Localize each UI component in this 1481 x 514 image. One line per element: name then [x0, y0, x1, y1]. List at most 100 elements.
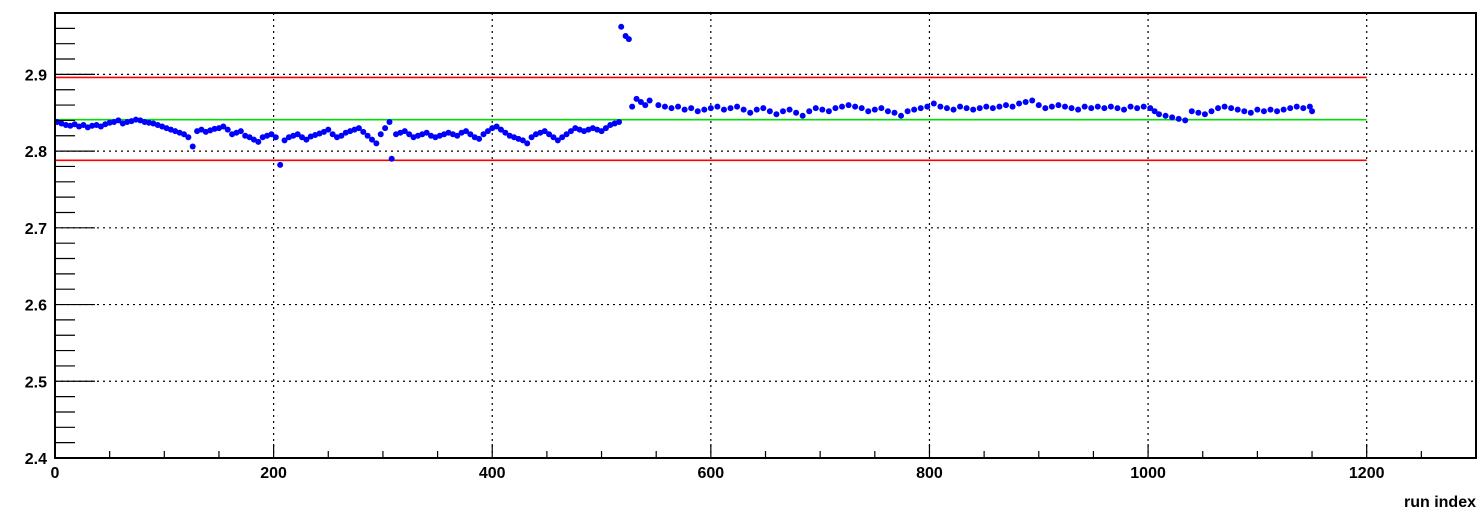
y-tick-label: 2.9 — [25, 67, 47, 84]
data-point — [1134, 105, 1141, 112]
data-point — [625, 36, 632, 43]
data-point — [884, 108, 891, 115]
data-point — [1151, 108, 1158, 115]
data-point — [1002, 102, 1009, 109]
x-tick-label: 800 — [916, 465, 943, 482]
data-point — [1121, 106, 1128, 113]
data-point — [329, 131, 336, 138]
x-tick-label: 0 — [51, 465, 60, 482]
data-point — [753, 106, 760, 113]
data-point — [1241, 108, 1248, 115]
data-point — [1022, 99, 1029, 105]
data-point — [904, 108, 911, 115]
y-tick-label: 2.4 — [25, 451, 47, 468]
data-point — [563, 131, 570, 138]
x-axis-ticks — [54, 444, 1477, 458]
data-point — [1234, 106, 1241, 113]
data-point — [1169, 114, 1176, 121]
data-point — [1088, 105, 1095, 112]
data-point — [224, 126, 231, 133]
data-point — [546, 131, 553, 138]
data-point — [832, 105, 839, 112]
data-point — [115, 117, 122, 124]
data-point — [360, 128, 367, 135]
data-point — [1107, 103, 1114, 110]
data-point — [629, 103, 636, 110]
reference-lines — [55, 76, 1367, 162]
data-point — [1029, 97, 1036, 104]
data-point — [484, 128, 491, 135]
data-point — [773, 111, 780, 118]
data-point — [655, 102, 662, 109]
data-point — [1182, 117, 1189, 124]
data-point — [467, 131, 474, 138]
data-point — [681, 106, 688, 113]
data-point — [668, 105, 675, 112]
data-point — [793, 109, 800, 116]
data-point — [1101, 105, 1108, 112]
data-point — [937, 103, 944, 110]
data-point — [598, 128, 605, 135]
data-point — [268, 131, 275, 138]
x-axis-title: run index — [1404, 494, 1476, 511]
data-point — [1215, 105, 1222, 112]
x-tick-label: 1000 — [1130, 465, 1166, 482]
data-point — [957, 103, 964, 110]
data-point — [255, 138, 262, 145]
data-point — [1042, 105, 1049, 112]
x-tick-label: 400 — [479, 465, 506, 482]
data-point — [462, 128, 469, 135]
data-point — [878, 105, 885, 112]
data-point — [637, 99, 644, 105]
data-point — [1195, 109, 1202, 116]
plot-frame — [54, 12, 1477, 459]
data-point — [406, 131, 413, 138]
data-point — [388, 155, 395, 162]
y-axis-tick-labels: 2.4 2.5 2.6 2.7 2.8 2.9 — [25, 67, 47, 468]
data-point — [559, 134, 566, 141]
y-tick-label: 2.6 — [25, 298, 47, 315]
data-point — [373, 140, 380, 147]
data-point — [377, 131, 384, 138]
data-point — [1247, 109, 1254, 116]
data-point — [1140, 103, 1147, 110]
data-point — [734, 103, 741, 110]
data-point — [368, 136, 375, 143]
data-point — [364, 132, 371, 139]
data-point — [806, 108, 813, 115]
data-point — [661, 103, 668, 110]
data-point — [989, 105, 996, 112]
data-point — [1048, 103, 1055, 110]
data-point — [865, 108, 872, 115]
data-point — [386, 118, 393, 125]
data-point — [633, 95, 640, 102]
data-point — [642, 102, 649, 109]
data-point — [567, 128, 574, 135]
data-point — [237, 128, 244, 135]
data-point — [1127, 103, 1134, 110]
data-point — [1280, 106, 1287, 113]
data-point — [1175, 115, 1182, 122]
data-point — [858, 105, 865, 112]
y-tick-label: 2.7 — [25, 221, 47, 238]
data-point — [1300, 105, 1307, 112]
data-point — [524, 140, 531, 147]
data-point — [220, 123, 227, 130]
data-point — [917, 105, 924, 112]
data-point — [502, 129, 509, 136]
data-point — [1068, 105, 1075, 112]
data-points — [54, 23, 1316, 168]
data-point — [493, 123, 500, 130]
data-point — [747, 109, 754, 116]
data-point — [1009, 103, 1016, 110]
data-point — [1228, 105, 1235, 112]
data-point — [779, 108, 786, 115]
data-point — [976, 105, 983, 112]
data-point — [355, 125, 362, 132]
data-point — [930, 100, 937, 107]
data-point — [983, 103, 990, 110]
x-tick-label: 200 — [260, 465, 287, 482]
data-point — [1208, 108, 1215, 115]
data-point — [497, 126, 504, 133]
